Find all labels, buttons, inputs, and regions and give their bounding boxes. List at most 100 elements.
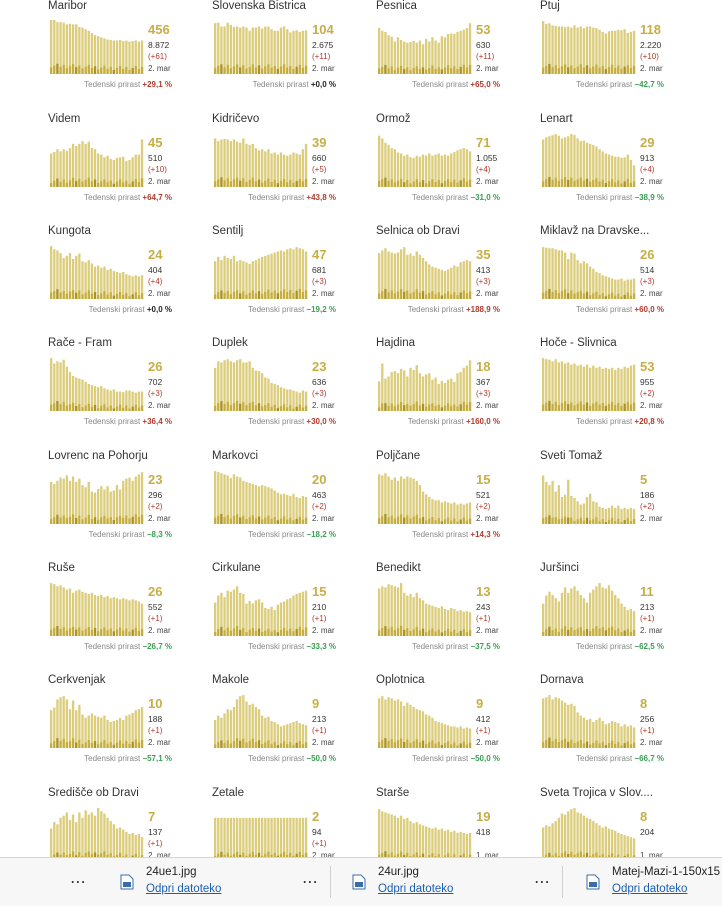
bar: [97, 266, 99, 299]
bar-new-cases: [589, 745, 591, 749]
bar-new-cases: [403, 630, 405, 636]
bar: [456, 833, 458, 857]
bar: [106, 39, 108, 74]
bar: [286, 29, 288, 74]
bar-new-cases: [81, 744, 83, 748]
bar: [292, 494, 294, 524]
weekly-growth: Tedenski prirast −26,7 %: [48, 642, 172, 651]
bar-new-cases: [428, 293, 430, 299]
bar: [567, 811, 569, 857]
bar: [558, 485, 560, 524]
bar: [214, 720, 216, 748]
bar-new-cases: [561, 179, 563, 187]
bar: [542, 139, 544, 187]
bar-new-cases: [551, 630, 553, 636]
bar-new-cases: [633, 294, 635, 299]
bar-new-cases: [255, 293, 257, 299]
bar-new-cases: [289, 518, 291, 524]
download-filename: Matej-Mazi-1-150x15: [612, 866, 720, 878]
bar-new-cases: [459, 743, 461, 748]
weekly-growth-label: Tedenski prirast: [84, 754, 140, 763]
bar-new-cases: [573, 294, 575, 299]
weekly-growth-value: −38,9 %: [634, 193, 664, 202]
bar: [97, 489, 99, 524]
download-more-button[interactable]: ⋯: [302, 872, 319, 892]
open-file-link[interactable]: Odpri datoteko: [146, 883, 221, 895]
new-cases: (+2): [148, 502, 162, 511]
bar-new-cases: [441, 521, 443, 524]
bar-new-cases: [387, 181, 389, 187]
bar: [589, 267, 591, 299]
data-date: 2. mar: [476, 401, 499, 410]
bar-new-cases: [233, 66, 235, 74]
bar: [570, 809, 572, 857]
bar: [280, 818, 282, 857]
bar-new-cases: [381, 628, 383, 636]
bar-new-cases: [394, 742, 396, 748]
bar-new-cases: [384, 289, 386, 299]
bar-new-cases: [245, 519, 247, 524]
bar-new-cases: [239, 181, 241, 187]
weekly-growth: Tedenski prirast +0,0 %: [212, 80, 336, 89]
bar-new-cases: [110, 67, 112, 74]
bar-new-cases: [106, 744, 108, 748]
bar-new-cases: [217, 403, 219, 411]
total-cases: 2.675: [312, 40, 333, 50]
download-more-button[interactable]: ⋯: [534, 872, 551, 892]
weekly-growth-label: Tedenski prirast: [408, 417, 464, 426]
bar: [239, 28, 241, 74]
bar-new-cases: [450, 406, 452, 411]
bar-new-cases: [450, 632, 452, 636]
bar-new-cases: [633, 519, 635, 524]
sparkline-chart: [50, 20, 144, 74]
bar: [438, 830, 440, 857]
bar-new-cases: [431, 66, 433, 74]
bar: [583, 598, 585, 636]
bar-new-cases: [78, 404, 80, 411]
bar-new-cases: [589, 406, 591, 411]
bar-new-cases: [453, 405, 455, 412]
bar: [255, 260, 257, 299]
bar-new-cases: [447, 403, 449, 411]
bar-new-cases: [227, 515, 229, 524]
active-cases: 53: [476, 22, 490, 37]
bar-new-cases: [425, 294, 427, 299]
bar: [378, 136, 380, 187]
bar-new-cases: [576, 519, 578, 524]
bar: [620, 278, 622, 299]
data-date: 2. mar: [312, 289, 335, 298]
bar-new-cases: [419, 742, 421, 748]
active-cases: 8: [640, 809, 647, 824]
bar-new-cases: [236, 178, 238, 187]
weekly-growth-label: Tedenski prirast: [248, 417, 304, 426]
bar-new-cases: [447, 291, 449, 299]
bar: [605, 368, 607, 411]
bar-new-cases: [248, 741, 250, 748]
download-more-button[interactable]: ⋯: [70, 872, 87, 892]
bar-new-cases: [66, 630, 68, 636]
bar: [384, 812, 386, 857]
bar-new-cases: [286, 631, 288, 636]
bar-new-cases: [217, 629, 219, 636]
bar-new-cases: [425, 70, 427, 74]
bar: [605, 588, 607, 636]
municipality-name: Ormož: [376, 113, 531, 125]
bar-new-cases: [223, 517, 225, 524]
bar-new-cases: [97, 69, 99, 74]
open-file-link[interactable]: Odpri datoteko: [612, 883, 687, 895]
data-date: 2. mar: [312, 738, 335, 747]
bar-new-cases: [267, 629, 269, 636]
open-file-link[interactable]: Odpri datoteko: [378, 883, 453, 895]
bar-new-cases: [592, 628, 594, 636]
active-cases: 13: [476, 584, 490, 599]
bar-new-cases: [220, 64, 222, 74]
bar-new-cases: [125, 741, 127, 748]
total-cases: 463: [312, 490, 326, 500]
bar-new-cases: [542, 68, 544, 74]
sparkline-chart: [542, 20, 636, 74]
bar-new-cases: [614, 68, 616, 74]
weekly-growth-value: +0,0 %: [311, 80, 336, 89]
bar-new-cases: [119, 740, 121, 748]
bar-new-cases: [230, 743, 232, 748]
weekly-growth: Tedenski prirast −57,1 %: [48, 754, 172, 763]
